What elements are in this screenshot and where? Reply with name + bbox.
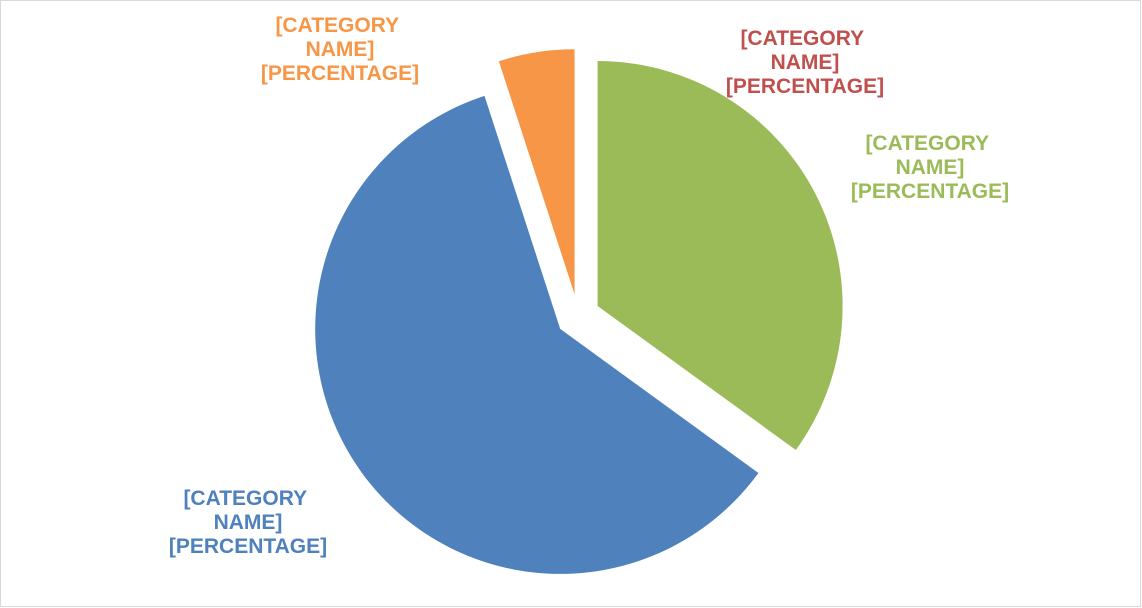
slice-category-label: [CATEGORY NAME] — [740, 27, 869, 74]
label-line: [CATEGORY — [740, 27, 869, 50]
slice-category-label: [CATEGORY NAME] — [183, 487, 312, 534]
slice-value-label: [PERCENTAGE] — [726, 75, 884, 98]
pie-slice — [315, 95, 759, 574]
slice-category-label: [CATEGORY NAME] — [275, 14, 404, 61]
slice-category-label: [CATEGORY NAME] — [865, 132, 994, 179]
slice-value-label: [PERCENTAGE] — [851, 180, 1009, 203]
pie-slice — [597, 61, 843, 451]
slice-value-label: [PERCENTAGE] — [261, 62, 419, 85]
label-line: NAME] — [771, 51, 840, 74]
label-line: NAME] — [214, 511, 283, 534]
pie-slice — [498, 49, 575, 295]
label-line: NAME] — [896, 156, 965, 179]
slice-value-label: [PERCENTAGE] — [169, 535, 327, 558]
label-line: NAME] — [306, 38, 375, 61]
label-line: [CATEGORY — [183, 487, 312, 510]
label-line: [CATEGORY — [275, 14, 404, 37]
label-line: [CATEGORY — [865, 132, 994, 155]
